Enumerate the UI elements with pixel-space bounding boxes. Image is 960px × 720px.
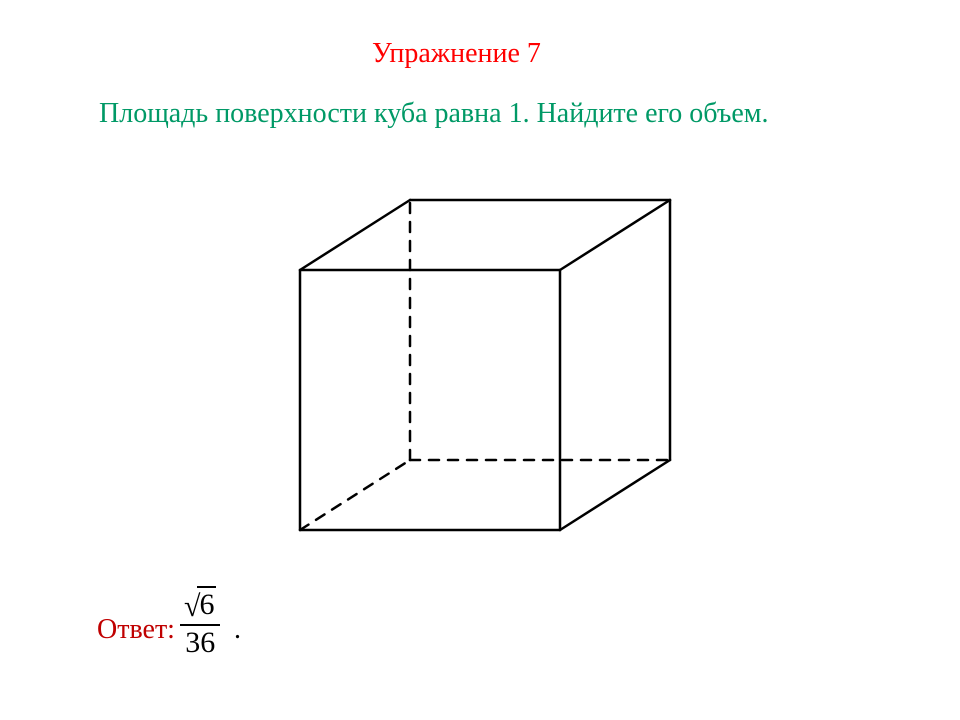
answer-fraction: √6 36 <box>180 589 220 658</box>
answer-period: . <box>234 614 241 646</box>
answer-numerator: √6 <box>180 589 220 626</box>
exercise-title: Упражнение 7 <box>372 38 541 70</box>
answer-label-text: Ответ: <box>97 614 175 645</box>
cube-diagram <box>250 150 690 560</box>
problem-text: Площадь поверхности куба равна 1. Найдит… <box>99 98 768 129</box>
answer-label: Ответ: <box>97 614 175 646</box>
problem-statement: Площадь поверхности куба равна 1. Найдит… <box>99 98 768 130</box>
radicand: 6 <box>197 586 216 621</box>
exercise-title-text: Упражнение 7 <box>372 38 541 69</box>
answer-denominator: 36 <box>180 626 220 659</box>
sqrt-icon: √6 <box>184 589 216 623</box>
